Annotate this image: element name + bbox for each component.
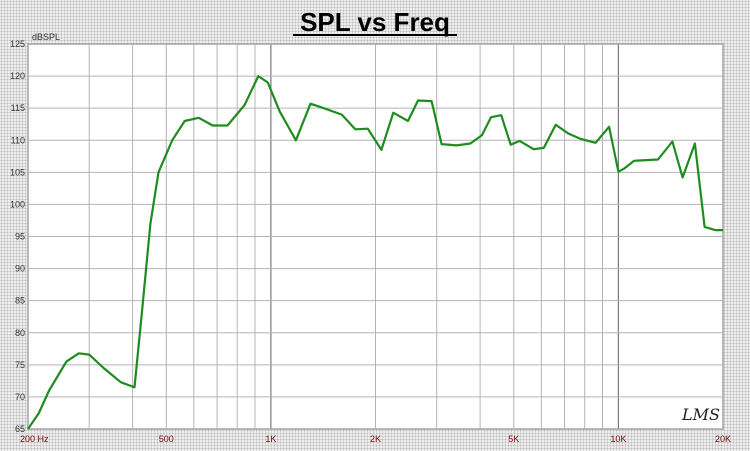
y-tick-label: 115 xyxy=(11,103,25,113)
y-tick-labels: 65 70 75 80 85 90 95 100 105 110 115 120 125 xyxy=(10,39,25,434)
series-layer xyxy=(27,74,723,430)
x-tick-label: 10K xyxy=(610,434,626,444)
y-tick-label: 105 xyxy=(10,167,25,177)
x-tick-label: 1K xyxy=(265,434,276,444)
y-tick-label: 120 xyxy=(10,71,25,81)
y-tick-label: 100 xyxy=(10,199,25,209)
y-tick-label: 110 xyxy=(11,135,25,145)
series-line xyxy=(27,74,723,430)
x-tick-label: 500 xyxy=(159,434,174,444)
x-tick-label: 20K xyxy=(715,434,731,444)
y-tick-label: 125 xyxy=(10,39,25,49)
grid xyxy=(27,43,724,430)
y-tick-label: 80 xyxy=(15,328,25,338)
chart-title: SPL vs Freq xyxy=(300,7,450,37)
y-tick-label: 70 xyxy=(15,392,25,402)
x-tick-labels: 200 Hz 500 1K 2K 5K 10K 20K xyxy=(20,434,731,444)
y-tick-label: 85 xyxy=(15,296,25,306)
x-tick-label: 200 Hz xyxy=(20,434,49,444)
x-tick-label: 5K xyxy=(508,434,519,444)
y-tick-label: 65 xyxy=(15,424,25,434)
x-tick-label: 2K xyxy=(370,434,381,444)
y-axis-label: dBSPL xyxy=(32,32,60,42)
y-tick-label: 90 xyxy=(15,264,25,274)
y-tick-label: 95 xyxy=(15,232,25,242)
lms-logo: LMS xyxy=(681,405,720,424)
y-tick-label: 75 xyxy=(15,360,25,370)
